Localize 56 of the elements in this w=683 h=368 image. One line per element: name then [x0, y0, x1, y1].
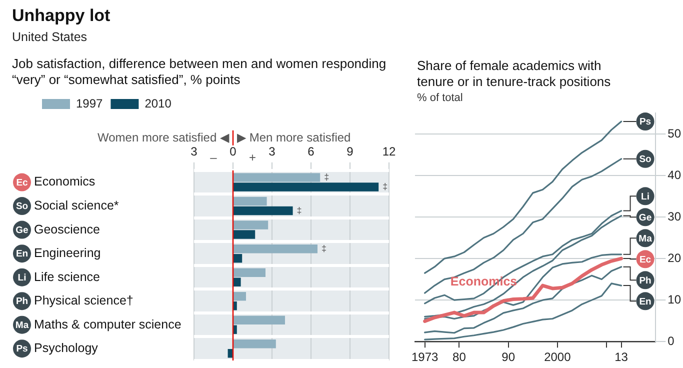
annotation: Ge: [638, 212, 652, 224]
y-tick-label: Psychology: [34, 341, 99, 356]
chart-title: Unhappy lot: [12, 6, 110, 26]
x-tick-label: 3: [190, 144, 198, 159]
y-tick-label: 10: [668, 292, 682, 306]
legend-label: 2010: [144, 96, 172, 110]
x-tick-label: 90: [502, 350, 516, 364]
text: Women more satisfied ◀: [98, 130, 230, 145]
text: En: [16, 248, 28, 260]
text: Ge: [16, 224, 28, 236]
data-label: ‡: [296, 205, 302, 216]
y-tick-label: Geoscience: [34, 222, 100, 236]
x-tick-label: 13: [614, 350, 628, 364]
text: Ps: [16, 344, 28, 355]
text: Ma: [15, 320, 30, 331]
chart-title: Share of female academics with tenure or in tenure-track positions: [417, 58, 612, 90]
x-tick-label: 12: [382, 144, 396, 159]
text: Ph: [16, 296, 28, 308]
x-axis-title: Job satisfaction, difference between men and women responding “very” or “somewhat satisfied”, % points: [12, 56, 388, 88]
x-tick-label: 1973: [411, 350, 438, 364]
x-tick-label: 3: [268, 144, 276, 159]
annotation: So: [639, 154, 652, 166]
text: ▶ Men more satisfied: [237, 130, 351, 145]
x-tick-label: 2000: [544, 350, 572, 364]
y-tick-label: 40: [668, 168, 682, 182]
y-tick-label: Physical science†: [34, 294, 134, 308]
annotation: Ph: [639, 275, 652, 286]
text: So: [16, 201, 28, 212]
x-tick-label: 80: [452, 350, 466, 364]
y-tick-label: Life science: [34, 270, 100, 284]
text: United States: [12, 30, 88, 44]
y-tick-label: Social science*: [34, 198, 119, 212]
y-tick-label: 50: [668, 126, 682, 140]
y-tick-label: 30: [668, 209, 682, 224]
annotation: Li: [641, 191, 650, 202]
y-tick-label: Engineering: [34, 246, 101, 260]
legend-label: 1997: [76, 96, 104, 110]
y-axis-title: % of total: [417, 92, 463, 104]
y-tick-label: Maths & computer science: [34, 317, 182, 332]
text: Li: [18, 272, 26, 284]
data-label: ‡: [322, 243, 327, 254]
annotation: Ps: [639, 116, 652, 128]
text: –: [210, 150, 218, 165]
x-tick-label: 9: [346, 144, 354, 159]
text: Ec: [16, 177, 28, 188]
y-tick-label: 0: [668, 334, 675, 348]
y-tick-label: 20: [668, 250, 682, 265]
x-tick-label: 6: [308, 144, 315, 159]
text: +: [248, 150, 256, 165]
y-tick-label: Economics: [34, 174, 96, 189]
data-label: ‡: [324, 172, 330, 182]
x-tick-label: 0: [230, 144, 237, 159]
annotation: En: [639, 296, 652, 308]
annotation: Ma: [638, 233, 653, 244]
annotation: Ec: [639, 254, 652, 266]
data-label: ‡: [382, 182, 388, 192]
